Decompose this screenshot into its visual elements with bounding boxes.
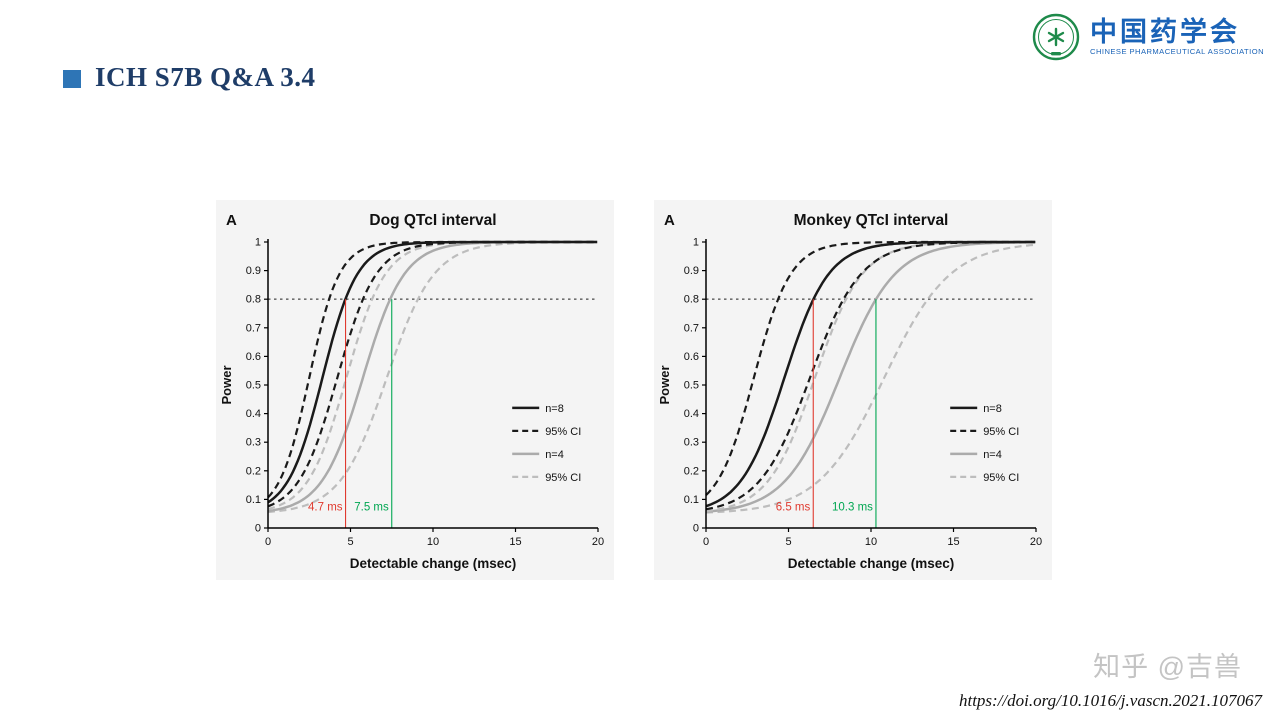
x-axis-label: Detectable change (msec) [350,556,517,571]
y-tick-label: 0.4 [684,408,699,420]
curve-n=8 [267,240,598,504]
legend-label: 95% CI [983,472,1019,484]
cpa-logo: 中国药学会 CHINESE PHARMACEUTICAL ASSOCIATION [1031,12,1264,62]
curve-n=8 [705,240,1036,508]
chart-monkey-qtci: A Monkey QTcI interval 6.5 ms 10.3 ms 0 0.1 0.… [654,200,1052,580]
annotation-label: 6.5 ms [776,501,811,513]
legend-label: n=8 [545,403,564,415]
annotation-label: 10.3 ms [832,501,873,513]
y-tick-label: 0.6 [246,351,261,363]
y-tick-label: 0.7 [684,322,699,334]
y-tick-label: 0.3 [246,437,261,449]
curve-95-ci-upper-n=8- [267,240,598,508]
y-tick-label: 0.8 [246,294,261,306]
y-tick-label: 0 [693,523,699,535]
y-tick-label: 0.5 [684,380,699,392]
y-tick-label: 1 [693,237,699,249]
legend-label: n=8 [983,403,1002,415]
curve-95-ci-upper-n=4- [705,243,1036,514]
x-tick-label: 0 [265,536,271,548]
cpa-org-name-en: CHINESE PHARMACEUTICAL ASSOCIATION [1090,47,1264,57]
y-axis-label: Power [657,365,672,404]
cpa-emblem-icon [1032,13,1080,61]
x-tick-label: 20 [592,536,604,548]
chart-svg: A Monkey QTcI interval 6.5 ms 10.3 ms 0 0.1 0.… [657,212,1042,571]
panel-label: A [664,212,675,229]
citation-doi: https://doi.org/10.1016/j.vascn.2021.107… [958,691,1262,710]
y-tick-label: 0.6 [684,351,699,363]
curve-95-ci-lower-n=4- [267,240,598,511]
chart-title: Monkey QTcI interval [794,212,949,229]
y-tick-label: 0.7 [246,322,261,334]
curve-95-ci-lower-n=4- [705,240,1036,513]
y-tick-label: 0 [255,523,261,535]
y-tick-label: 0.9 [684,265,699,277]
y-tick-label: 0.5 [246,380,261,392]
legend-label: 95% CI [983,426,1019,438]
y-tick-label: 1 [255,237,261,249]
x-tick-label: 15 [947,536,959,548]
x-tick-label: 20 [1030,536,1042,548]
legend: n=8 95% CI n=4 95% CI [512,403,581,484]
annotation-label: 4.7 ms [308,501,343,513]
cpa-org-name-cn: 中国药学会 [1090,16,1241,47]
panel-label: A [226,212,237,229]
legend-label: 95% CI [545,472,581,484]
y-axis-label: Power [219,365,234,404]
x-tick-label: 15 [509,536,521,548]
x-tick-label: 10 [427,536,439,548]
chart-svg: A Dog QTcI interval 4.7 ms 7.5 ms 0 0.1 0.2 0.3… [219,212,604,571]
legend-label: 95% CI [545,426,581,438]
slide-heading: ICH S7B Q&A 3.4 [63,62,316,93]
x-tick-label: 0 [703,536,709,548]
y-tick-label: 0.1 [246,494,261,506]
y-tick-label: 0.8 [684,294,699,306]
y-tick-label: 0.1 [684,494,699,506]
chart-dog-qtci: A Dog QTcI interval 4.7 ms 7.5 ms 0 0.1 0.2 0.3… [216,200,614,580]
heading-bullet-square [63,70,81,88]
annotation-label: 7.5 ms [354,501,389,513]
x-tick-label: 10 [865,536,877,548]
curve-n=4 [705,240,1036,513]
legend: n=8 95% CI n=4 95% CI [950,403,1019,484]
watermark-zhihu: 知乎 @吉兽 [1093,652,1242,682]
chart-title: Dog QTcI interval [369,212,496,229]
curve-n=4 [267,240,598,513]
curve-95-ci-upper-n=8- [705,240,1036,511]
y-tick-label: 0.2 [684,465,699,477]
cpa-logo-text: 中国药学会 CHINESE PHARMACEUTICAL ASSOCIATION [1090,16,1264,57]
x-axis-label: Detectable change (msec) [788,556,955,571]
legend-label: n=4 [983,449,1002,461]
y-tick-label: 0.4 [246,408,261,420]
x-tick-label: 5 [785,536,791,548]
x-tick-label: 5 [347,536,353,548]
y-tick-label: 0.3 [684,437,699,449]
y-tick-label: 0.9 [246,265,261,277]
y-tick-label: 0.2 [246,465,261,477]
legend-label: n=4 [545,449,564,461]
heading-title-text: ICH S7B Q&A 3.4 [95,62,316,92]
